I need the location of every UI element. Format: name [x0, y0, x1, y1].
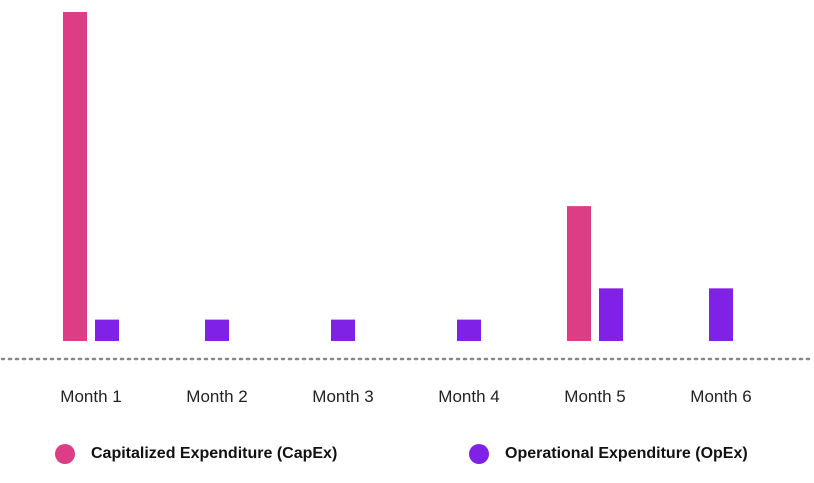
legend-swatch-capex: [55, 444, 75, 464]
x-tick-label: Month 2: [186, 387, 247, 406]
legend-item-capex: Capitalized Expenditure (CapEx): [55, 444, 337, 464]
x-tick-label: Month 5: [564, 387, 625, 406]
bar-chart: Month 1 Month 2 Month 3 Month 4 Month 5 Month…: [0, 12, 814, 406]
legend-swatch-opex: [469, 444, 489, 464]
bar-opex-month-2: [205, 319, 229, 341]
bar-capex-month-1: [63, 12, 87, 341]
legend-label-capex: Capitalized Expenditure (CapEx): [91, 445, 338, 462]
bar-opex-month-6: [709, 288, 733, 341]
legend-label-opex: Operational Expenditure (OpEx): [505, 445, 748, 462]
legend: Operational Expenditure (OpEx): [469, 444, 748, 464]
bar-opex-month-1: [95, 319, 119, 341]
bar-opex-month-3: [331, 319, 355, 341]
legend-item-opex: Operational Expenditure (OpEx): [469, 444, 748, 464]
bar-opex-month-5: [599, 288, 623, 341]
bar-capex-month-5: [567, 206, 591, 341]
legend: Capitalized Expenditure (CapEx): [55, 444, 337, 464]
bar-opex-month-4: [457, 319, 481, 341]
x-tick-label: Month 6: [690, 387, 751, 406]
x-tick-label: Month 1: [60, 387, 121, 406]
x-tick-label: Month 3: [312, 387, 373, 406]
x-tick-label: Month 4: [438, 387, 499, 406]
